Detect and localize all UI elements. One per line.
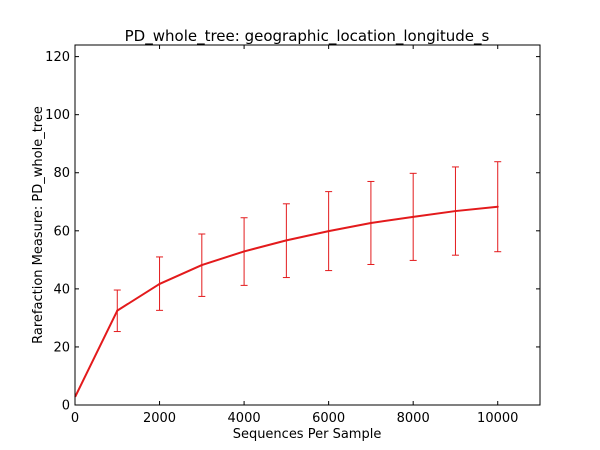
data-point (243, 250, 246, 253)
data-point (454, 210, 457, 213)
x-axis-label: Sequences Per Sample (233, 427, 382, 442)
x-tick-label: 6000 (312, 411, 345, 426)
plot-area (74, 161, 502, 398)
x-tick-label: 0 (71, 411, 79, 426)
x-tick-label: 4000 (228, 411, 261, 426)
data-point (369, 221, 372, 224)
x-tick-label: 10000 (477, 411, 518, 426)
y-axis-label: Rarefaction Measure: PD_whole_tree (31, 106, 46, 344)
data-point (116, 309, 119, 312)
data-point (285, 239, 288, 242)
data-point (412, 215, 415, 218)
y-tick-label: 100 (45, 108, 70, 123)
data-point (327, 230, 330, 233)
y-tick-label: 40 (53, 282, 70, 297)
chart-title: PD_whole_tree: geographic_location_longi… (125, 27, 490, 46)
y-tick-label: 120 (45, 50, 70, 65)
y-tick-label: 60 (53, 224, 70, 239)
plot-frame (74, 44, 541, 406)
axis-ticks: 0 2000 4000 6000 8000 10000 0 20 40 60 80 100 120 (45, 45, 540, 426)
data-point (200, 264, 203, 267)
x-tick-label: 8000 (397, 411, 430, 426)
data-point (496, 205, 499, 208)
y-tick-label: 80 (53, 166, 70, 181)
x-tick-label: 2000 (143, 411, 176, 426)
y-tick-label: 0 (62, 399, 70, 414)
data-point (158, 282, 161, 285)
y-tick-label: 20 (53, 340, 70, 355)
